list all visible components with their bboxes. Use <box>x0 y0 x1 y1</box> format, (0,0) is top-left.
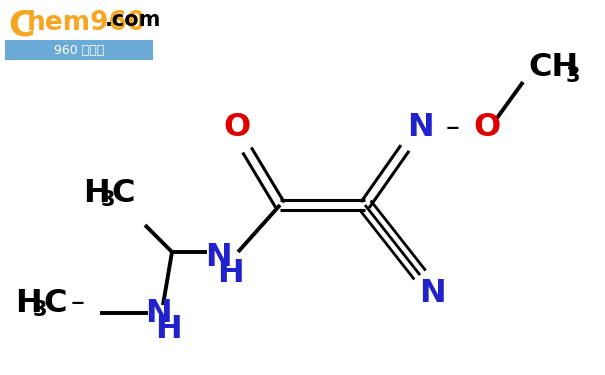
Text: C: C <box>111 177 134 209</box>
Text: H: H <box>15 288 42 318</box>
Text: O: O <box>223 111 250 142</box>
Text: N: N <box>407 112 433 144</box>
Text: –: – <box>446 114 460 142</box>
FancyBboxPatch shape <box>5 40 153 60</box>
Text: H: H <box>155 315 182 345</box>
Text: hem960: hem960 <box>27 10 146 36</box>
Text: 960 化工网: 960 化工网 <box>54 44 104 57</box>
Text: C: C <box>8 8 34 42</box>
Text: 3: 3 <box>101 190 116 210</box>
Text: 3: 3 <box>566 66 581 86</box>
Text: N: N <box>206 243 232 273</box>
Text: H: H <box>83 177 110 209</box>
Text: O: O <box>473 112 500 144</box>
Text: –: – <box>71 289 85 317</box>
Text: N: N <box>419 278 445 309</box>
Text: 3: 3 <box>33 300 48 320</box>
Text: N: N <box>146 297 172 328</box>
Text: .com: .com <box>105 10 162 30</box>
Text: H: H <box>218 258 244 288</box>
Text: C: C <box>43 288 67 318</box>
Text: CH: CH <box>528 53 578 84</box>
